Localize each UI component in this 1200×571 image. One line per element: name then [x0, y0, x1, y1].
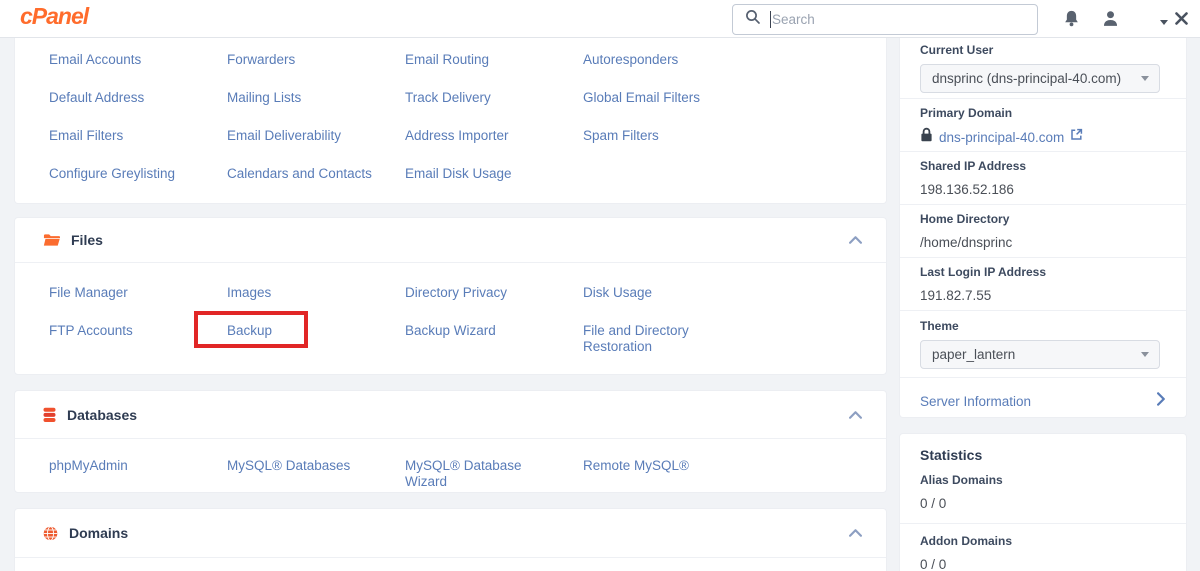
email-section-card: Email Accounts Forwarders Email Routing … [14, 38, 887, 204]
link-email-deliverability[interactable]: Email Deliverability [227, 128, 342, 143]
current-user-value: dnsprinc (dns-principal-40.com) [932, 71, 1122, 86]
dropdown-caret-icon [1141, 352, 1149, 357]
link-default-address[interactable]: Default Address [49, 90, 145, 105]
sidebar-current-user: Current User dnsprinc (dns-principal-40.… [900, 38, 1186, 99]
sidebar-primary-domain: Primary Domain dns-principal-40.com [900, 99, 1186, 152]
link-email-accounts[interactable]: Email Accounts [49, 52, 142, 67]
addon-domains-label: Addon Domains [920, 534, 1012, 548]
link-global-email-filters[interactable]: Global Email Filters [583, 90, 701, 105]
stat-addon-domains: Addon Domains 0 / 0 [900, 524, 1186, 571]
alias-domains-label: Alias Domains [920, 473, 1003, 487]
email-links-grid: Email Accounts Forwarders Email Routing … [15, 38, 886, 193]
sidebar-server-information[interactable]: Server Information [900, 378, 1186, 418]
databases-section-card: Databases phpMyAdmin MySQL® Databases My… [14, 390, 887, 493]
home-directory-label: Home Directory [920, 212, 1010, 226]
link-directory-privacy[interactable]: Directory Privacy [405, 285, 508, 300]
primary-domain-link[interactable]: dns-principal-40.com [939, 129, 1065, 145]
link-email-filters[interactable]: Email Filters [49, 128, 124, 143]
theme-dropdown[interactable]: paper_lantern [920, 340, 1160, 369]
server-information-link[interactable]: Server Information [920, 394, 1032, 409]
link-autoresponders[interactable]: Autoresponders [583, 52, 679, 67]
link-mailing-lists[interactable]: Mailing Lists [227, 90, 302, 105]
files-links-grid: File Manager Images Directory Privacy Di… [15, 263, 886, 354]
caret-down-icon [1160, 19, 1168, 25]
link-file-manager[interactable]: File Manager [49, 285, 128, 300]
last-login-ip-value: 191.82.7.55 [920, 288, 992, 303]
current-user-label: Current User [920, 43, 994, 57]
stat-alias-domains: Alias Domains 0 / 0 [900, 463, 1186, 524]
link-email-disk-usage[interactable]: Email Disk Usage [405, 166, 512, 181]
domains-section-card: Domains [14, 508, 887, 571]
link-disk-usage[interactable]: Disk Usage [583, 285, 653, 300]
folder-icon [43, 233, 60, 247]
link-track-delivery[interactable]: Track Delivery [405, 90, 491, 105]
top-header-bar: cPanel [0, 0, 1200, 38]
alias-domains-value: 0 / 0 [920, 496, 947, 511]
collapse-chevron-up-icon[interactable] [845, 232, 866, 248]
theme-label: Theme [920, 319, 959, 333]
link-images[interactable]: Images [227, 285, 272, 300]
link-forwarders[interactable]: Forwarders [227, 52, 296, 67]
collapse-chevron-up-icon[interactable] [845, 525, 866, 541]
link-configure-greylisting[interactable]: Configure Greylisting [49, 166, 176, 181]
link-email-routing[interactable]: Email Routing [405, 52, 490, 67]
chevron-right-icon [1157, 392, 1166, 411]
link-calendars-and-contacts[interactable]: Calendars and Contacts [227, 166, 372, 181]
sidebar-home-directory: Home Directory /home/dnsprinc [900, 205, 1186, 258]
logout-x-icon [1175, 12, 1188, 30]
search-icon [745, 9, 761, 30]
files-section-header: Files [15, 218, 886, 263]
link-phpmyadmin[interactable]: phpMyAdmin [49, 458, 128, 473]
databases-links-grid: phpMyAdmin MySQL® Databases MySQL® Datab… [15, 439, 886, 489]
addon-domains-value: 0 / 0 [920, 557, 947, 571]
last-login-ip-label: Last Login IP Address [920, 265, 1047, 279]
database-icon [43, 407, 56, 423]
search-box[interactable] [732, 4, 1038, 35]
sidebar-last-login-ip: Last Login IP Address 191.82.7.55 [900, 258, 1186, 311]
databases-section-title: Databases [67, 406, 138, 423]
databases-section-header: Databases [15, 391, 886, 439]
user-account-icon[interactable] [1101, 9, 1120, 33]
external-link-icon[interactable] [1070, 128, 1083, 146]
home-directory-value: /home/dnsprinc [920, 235, 1013, 250]
sidebar-theme: Theme paper_lantern [900, 311, 1186, 378]
link-address-importer[interactable]: Address Importer [405, 128, 509, 143]
link-remote-mysql[interactable]: Remote MySQL® [583, 458, 689, 473]
sidebar-shared-ip: Shared IP Address 198.136.52.186 [900, 152, 1186, 205]
collapse-chevron-up-icon[interactable] [845, 407, 866, 423]
domains-section-header: Domains [15, 509, 886, 558]
search-input[interactable] [772, 12, 1029, 27]
sidebar-statistics-panel: Statistics Alias Domains 0 / 0 Addon Dom… [899, 433, 1187, 571]
link-file-and-directory-restoration[interactable]: File and Directory Restoration [583, 323, 689, 354]
shared-ip-value: 198.136.52.186 [920, 182, 1014, 197]
link-ftp-accounts[interactable]: FTP Accounts [49, 323, 133, 338]
dropdown-caret-icon [1141, 76, 1149, 81]
domains-section-title: Domains [69, 525, 129, 541]
theme-value: paper_lantern [932, 347, 1016, 362]
link-backup-wizard[interactable]: Backup Wizard [405, 323, 496, 338]
files-section-card: Files File Manager Images Directory Priv… [14, 217, 887, 375]
lock-icon [920, 127, 933, 147]
current-user-dropdown[interactable]: dnsprinc (dns-principal-40.com) [920, 64, 1160, 93]
notifications-bell-icon[interactable] [1062, 9, 1081, 33]
files-section-title: Files [71, 232, 103, 248]
link-spam-filters[interactable]: Spam Filters [583, 128, 659, 143]
shared-ip-label: Shared IP Address [920, 159, 1027, 173]
statistics-title: Statistics [920, 447, 983, 463]
link-backup[interactable]: Backup [227, 323, 273, 338]
text-cursor [770, 11, 771, 28]
globe-icon [43, 525, 58, 541]
link-mysql-database-wizard[interactable]: MySQL® Database Wizard [405, 458, 522, 489]
link-mysql-databases[interactable]: MySQL® Databases [227, 458, 351, 473]
logout-button[interactable] [1160, 12, 1188, 30]
cpanel-logo: cPanel [20, 3, 89, 29]
primary-domain-label: Primary Domain [920, 106, 1013, 120]
sidebar-account-panel: Current User dnsprinc (dns-principal-40.… [899, 38, 1187, 418]
